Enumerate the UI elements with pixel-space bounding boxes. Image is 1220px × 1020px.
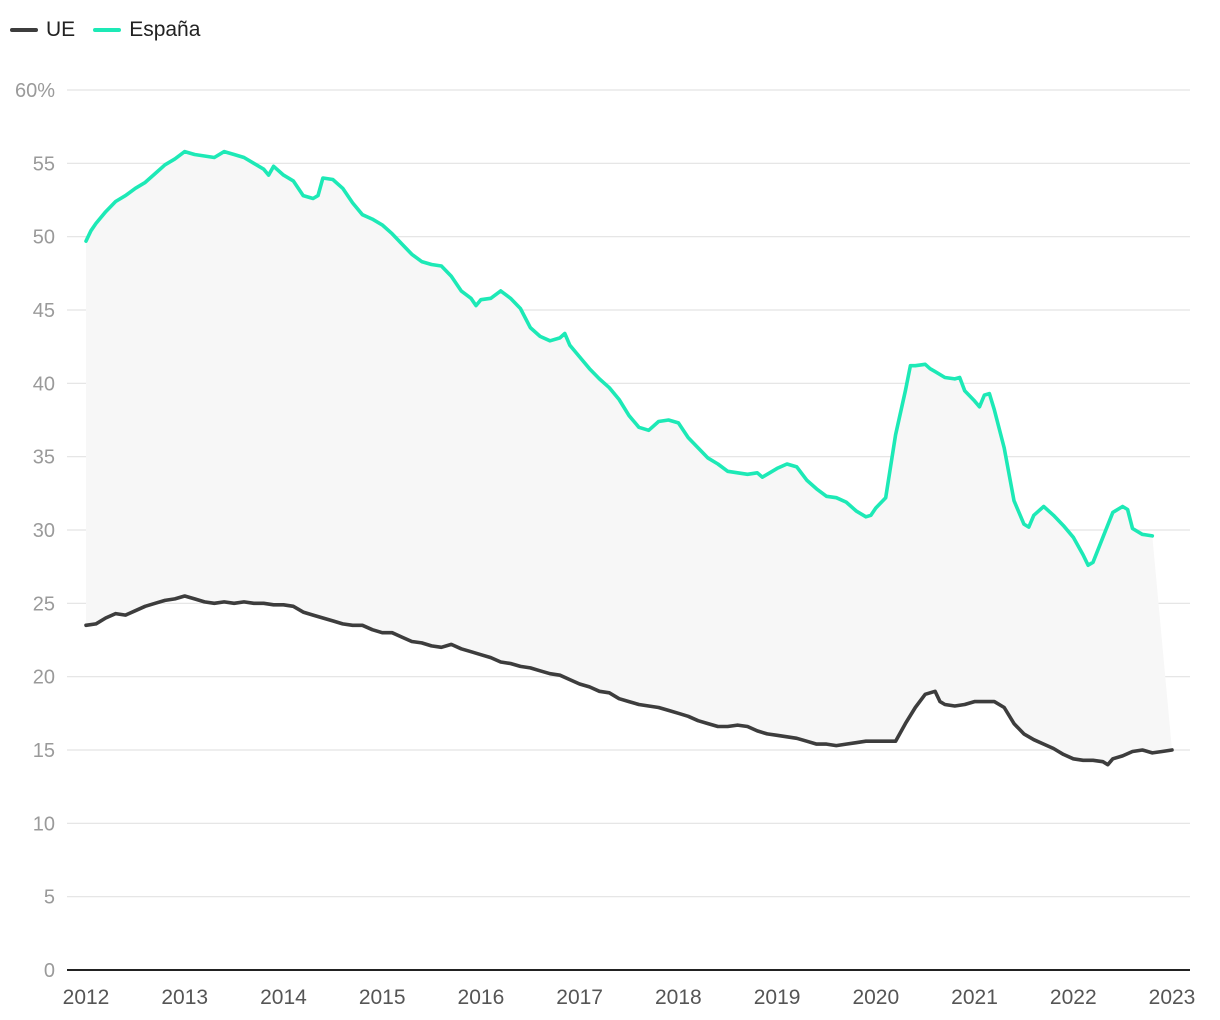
y-axis-tick-labels: 0 5 10 15 20 25 30 35 40 45 50 55 60% (15, 80, 55, 982)
series-line-espana (84, 149, 1155, 568)
x-tick-label-2012: 2012 (63, 986, 110, 1009)
y-tick-label-40: 40 (33, 373, 55, 395)
y-tick-label-55: 55 (33, 153, 55, 175)
x-tick-label-2017: 2017 (556, 986, 603, 1009)
y-tick-label-0: 0 (44, 960, 55, 982)
y-tick-label-10: 10 (33, 813, 55, 835)
x-tick-label-2018: 2018 (655, 986, 702, 1009)
x-tick-label-2021: 2021 (951, 986, 998, 1009)
x-tick-label-2016: 2016 (458, 986, 505, 1009)
fill-area (86, 151, 1172, 765)
gap-fill-area (86, 151, 1172, 765)
legend-item-espana[interactable]: España (93, 18, 200, 42)
x-tick-label-2014: 2014 (260, 986, 307, 1009)
y-tick-label-15: 15 (33, 740, 55, 762)
x-tick-label-2023: 2023 (1149, 986, 1196, 1009)
series-lines (84, 149, 1174, 767)
y-tick-label-45: 45 (33, 300, 55, 322)
y-tick-label-35: 35 (33, 447, 55, 469)
legend-swatch-espana (93, 28, 122, 32)
y-tick-label-20: 20 (33, 667, 55, 689)
y-tick-label-60: 60% (15, 80, 55, 102)
x-tick-label-2019: 2019 (754, 986, 801, 1009)
series-line-ue (84, 594, 1174, 767)
x-tick-label-2022: 2022 (1050, 986, 1097, 1009)
x-tick-label-2020: 2020 (852, 986, 899, 1009)
y-tick-label-30: 30 (33, 520, 55, 542)
x-axis-tick-labels: 2012 2013 2014 2015 2016 2017 2018 2019 2020 2021… (63, 986, 1196, 1009)
y-tick-label-5: 5 (44, 887, 55, 909)
legend-item-ue[interactable]: UE (10, 18, 75, 42)
y-tick-label-50: 50 (33, 227, 55, 249)
x-tick-label-2015: 2015 (359, 986, 406, 1009)
legend-label-ue: UE (46, 18, 76, 41)
x-tick-label-2013: 2013 (161, 986, 208, 1009)
legend-label-espana: España (129, 18, 201, 41)
legend-swatch-ue (10, 28, 38, 32)
y-tick-label-25: 25 (33, 593, 55, 615)
chart-legend: UE España (10, 18, 218, 42)
